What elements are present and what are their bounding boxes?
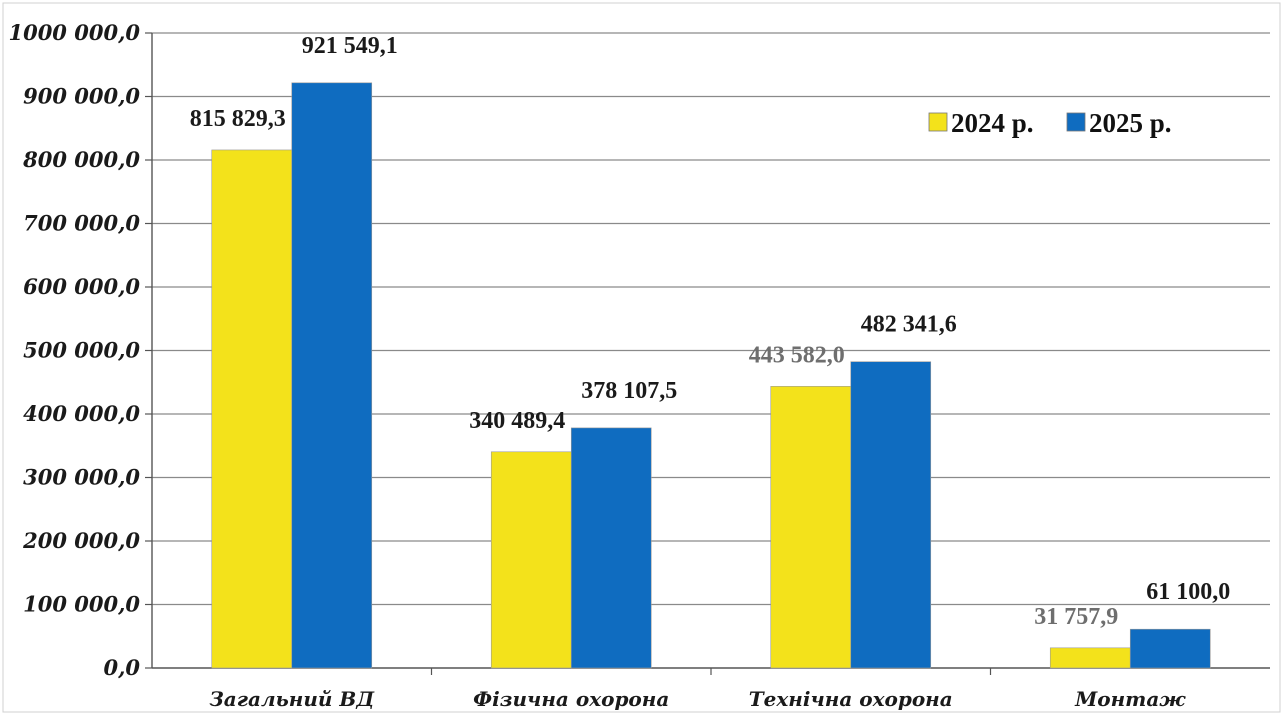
legend-entry: 2025 р. [1089,108,1172,138]
bar-2024 [1049,647,1131,669]
x-category-label: Монтаж [1074,687,1186,711]
bar-2025 [850,361,932,669]
data-label: 31 757,9 [1034,604,1118,630]
y-tick-label: 400 000,0 [23,401,140,426]
bars [211,82,1211,669]
legend-entry: 2024 р. [951,108,1034,138]
y-tick-label: 1000 000,0 [8,20,140,45]
legend-swatch [1066,112,1086,132]
y-tick-label: 900 000,0 [23,84,140,109]
bar-2024 [490,451,572,669]
data-labels: 815 829,3 921 549,1 340 489,4 378 107,5 443 … [190,33,1231,630]
x-category-label: Загальний ВД [209,687,375,711]
data-label: 61 100,0 [1146,579,1230,605]
x-category-label: Фізична охорона [473,687,669,711]
bar-2025 [291,82,373,669]
y-tick-label: 700 000,0 [23,211,140,236]
legend-swatch [928,112,948,132]
data-label: 815 829,3 [190,106,286,132]
bar-2025 [570,427,652,669]
data-label: 340 489,4 [469,408,565,434]
y-tick-label: 300 000,0 [23,465,140,490]
y-tick-label: 0,0 [103,655,140,680]
y-tick-label: 500 000,0 [23,338,140,363]
x-category-label: Технічна охорона [749,687,953,711]
data-label: 921 549,1 [302,33,398,59]
y-tick-label: 600 000,0 [23,274,140,299]
y-tick-label: 100 000,0 [23,592,140,617]
legend: 2024 р. 2025 р. [928,108,1172,138]
data-label: 443 582,0 [749,342,845,368]
y-tick-label: 200 000,0 [22,528,140,553]
bar-2025 [1129,628,1211,669]
y-tick-label: 800 000,0 [22,147,140,172]
data-label: 482 341,6 [861,312,957,338]
bar-2024 [770,386,852,669]
bar-2024 [211,149,293,669]
data-label: 378 107,5 [581,378,677,404]
